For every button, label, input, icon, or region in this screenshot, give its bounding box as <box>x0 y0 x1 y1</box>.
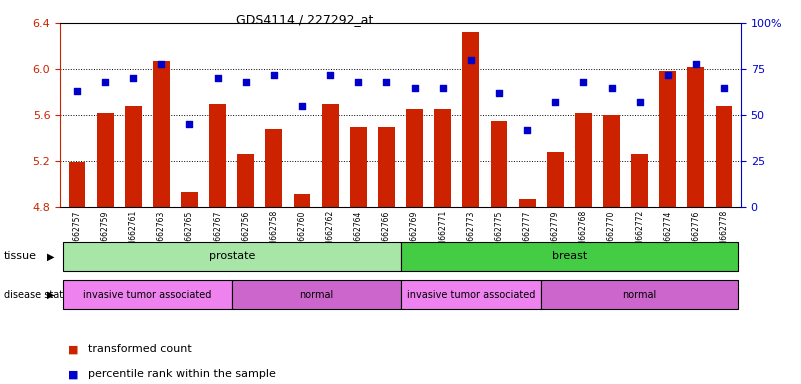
Point <box>437 84 449 91</box>
Bar <box>69 162 86 207</box>
Point <box>183 121 196 127</box>
Text: percentile rank within the sample: percentile rank within the sample <box>88 369 276 379</box>
Point <box>127 75 139 81</box>
Point <box>211 75 224 81</box>
Bar <box>631 154 648 207</box>
Bar <box>575 113 592 207</box>
Bar <box>125 106 142 207</box>
Point <box>99 79 111 85</box>
Text: transformed count: transformed count <box>88 344 192 354</box>
Point <box>577 79 590 85</box>
Bar <box>687 67 704 207</box>
Text: GDS4114 / 227292_at: GDS4114 / 227292_at <box>235 13 373 26</box>
Point <box>634 99 646 105</box>
Bar <box>434 109 451 207</box>
Bar <box>462 32 479 207</box>
Point <box>268 71 280 78</box>
Bar <box>519 199 536 207</box>
Bar <box>490 121 507 207</box>
Point <box>296 103 308 109</box>
Bar <box>378 127 395 207</box>
Point <box>324 71 336 78</box>
Text: normal: normal <box>622 290 657 300</box>
Text: ■: ■ <box>68 369 78 379</box>
Text: prostate: prostate <box>208 251 255 262</box>
Text: ■: ■ <box>68 344 78 354</box>
Bar <box>406 109 423 207</box>
Text: invasive tumor associated: invasive tumor associated <box>83 290 211 300</box>
Text: ▶: ▶ <box>47 290 54 300</box>
Bar <box>181 192 198 207</box>
Bar <box>659 71 676 207</box>
Text: ▶: ▶ <box>47 251 54 262</box>
Bar <box>265 129 282 207</box>
Point <box>493 90 505 96</box>
Point <box>718 84 731 91</box>
Text: breast: breast <box>552 251 587 262</box>
Text: tissue: tissue <box>4 251 37 262</box>
Bar <box>153 61 170 207</box>
Text: invasive tumor associated: invasive tumor associated <box>407 290 535 300</box>
Bar <box>603 115 620 207</box>
Bar <box>237 154 254 207</box>
Text: disease state: disease state <box>4 290 69 300</box>
Bar <box>209 104 226 207</box>
Point <box>239 79 252 85</box>
Point <box>662 71 674 78</box>
Bar <box>294 194 311 207</box>
Bar <box>97 113 114 207</box>
Bar <box>547 152 564 207</box>
Point <box>352 79 364 85</box>
Bar <box>715 106 732 207</box>
Point <box>690 61 702 67</box>
Point <box>465 57 477 63</box>
Point <box>380 79 392 85</box>
Text: normal: normal <box>299 290 333 300</box>
Point <box>605 84 618 91</box>
Point <box>521 127 533 133</box>
Point <box>549 99 562 105</box>
Bar <box>322 104 339 207</box>
Point <box>155 61 167 67</box>
Point <box>409 84 421 91</box>
Point <box>70 88 83 94</box>
Bar <box>350 127 367 207</box>
